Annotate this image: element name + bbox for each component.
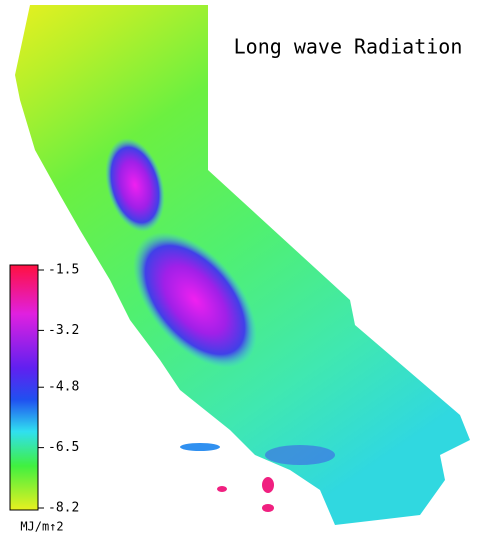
- colorbar-tick-label: -8.2: [48, 501, 79, 516]
- state-shape: [15, 5, 470, 525]
- colorbar-unit: MJ/m↑2: [20, 520, 63, 534]
- california: [15, 5, 470, 525]
- island: [262, 504, 274, 512]
- valley-region: [105, 138, 165, 232]
- map-title: Long wave Radiation: [234, 35, 463, 59]
- colorbar-tick-label: -4.8: [48, 380, 79, 395]
- colorbar-ticks: -1.5 -3.2 -4.8 -6.5 -8.2: [38, 263, 79, 516]
- island: [217, 486, 227, 492]
- colorbar-tick-label: -3.2: [48, 323, 79, 338]
- colorbar-tick-label: -6.5: [48, 440, 79, 455]
- colorbar-tick-label: -1.5: [48, 263, 79, 278]
- valley-region: [133, 232, 257, 368]
- island: [262, 477, 274, 493]
- basin-region: [265, 445, 335, 465]
- colorbar: [9, 264, 39, 511]
- island: [180, 443, 220, 451]
